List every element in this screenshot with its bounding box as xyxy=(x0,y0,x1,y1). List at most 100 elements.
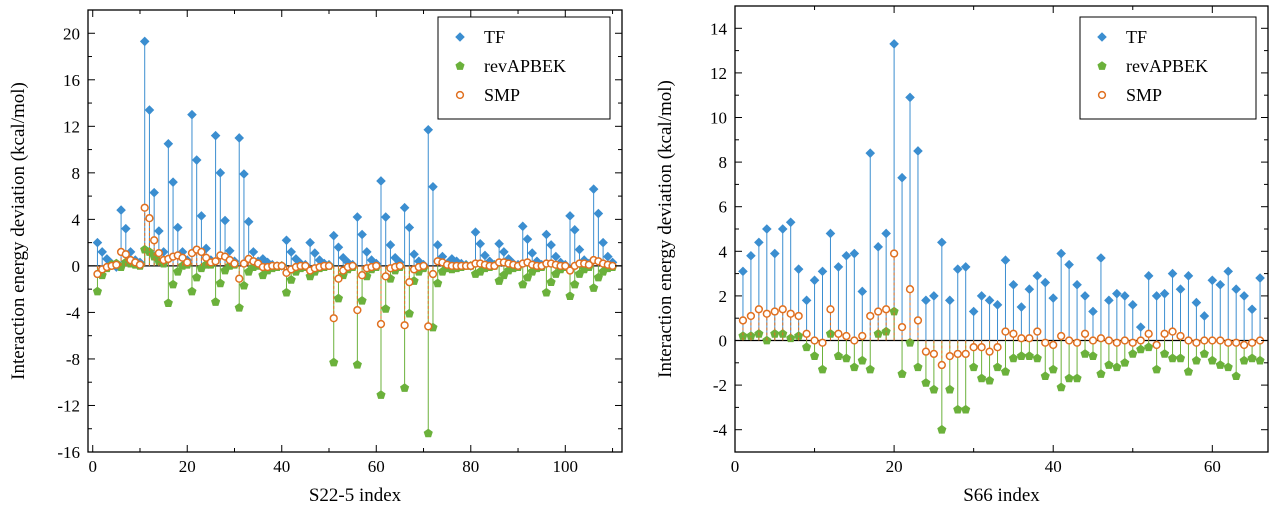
data-point xyxy=(1096,334,1106,343)
data-point xyxy=(1167,268,1178,279)
data-point xyxy=(754,305,764,314)
data-point xyxy=(977,343,986,352)
data-point xyxy=(810,336,819,345)
data-point xyxy=(1000,366,1011,376)
data-point xyxy=(546,277,556,287)
data-point xyxy=(541,229,552,240)
data-point xyxy=(517,221,528,232)
data-point xyxy=(1080,291,1090,301)
data-point xyxy=(905,285,915,294)
data-point xyxy=(352,212,363,222)
data-point xyxy=(1183,366,1194,376)
data-point xyxy=(584,260,594,269)
data-point xyxy=(746,250,756,261)
data-point xyxy=(985,375,995,385)
data-point xyxy=(969,343,978,352)
data-point xyxy=(348,261,357,271)
data-point xyxy=(192,272,202,282)
data-point xyxy=(1128,349,1138,358)
series-markers xyxy=(738,39,1265,332)
y-tick-label: 0 xyxy=(719,332,728,351)
data-point xyxy=(850,336,859,345)
data-point xyxy=(985,347,994,356)
data-point xyxy=(324,261,334,271)
data-point xyxy=(565,211,575,221)
legend-item: SMP xyxy=(1097,85,1162,105)
data-point xyxy=(357,295,367,305)
data-point xyxy=(849,248,860,259)
data-point xyxy=(802,329,811,338)
data-point xyxy=(1144,329,1153,338)
data-point xyxy=(243,216,254,227)
y-axis-title: Interaction energy deviation (kcal/mol) xyxy=(8,82,29,380)
legend-label: SMP xyxy=(484,85,520,105)
data-point xyxy=(849,362,859,372)
data-point xyxy=(494,238,504,249)
y-tick-label: -4 xyxy=(66,303,81,322)
data-point xyxy=(874,307,883,316)
data-point xyxy=(281,235,292,246)
series-markers xyxy=(92,244,618,438)
data-point xyxy=(977,373,987,383)
data-point xyxy=(399,202,410,213)
data-point xyxy=(897,322,907,332)
data-point xyxy=(881,305,891,314)
data-point xyxy=(569,225,580,235)
data-point xyxy=(1024,351,1034,360)
data-point xyxy=(770,307,779,316)
data-point xyxy=(881,228,891,239)
data-point xyxy=(433,278,443,288)
x-tick-label: 60 xyxy=(368,457,385,476)
data-point xyxy=(1120,336,1129,345)
data-point xyxy=(1088,336,1098,345)
x-tick-label: 20 xyxy=(179,457,196,476)
data-point xyxy=(961,404,971,414)
data-point xyxy=(1151,291,1162,301)
y-tick-label: 8 xyxy=(72,164,81,183)
data-point xyxy=(1208,336,1217,345)
legend-label: SMP xyxy=(1126,85,1162,105)
data-point xyxy=(333,293,344,303)
data-point xyxy=(777,224,788,234)
data-point xyxy=(1247,304,1257,315)
data-point xyxy=(1232,338,1241,347)
data-point xyxy=(1144,342,1154,352)
data-point xyxy=(1032,353,1042,363)
data-point xyxy=(475,238,486,249)
data-point xyxy=(423,428,433,438)
data-point xyxy=(1040,371,1050,381)
data-point xyxy=(404,222,415,233)
data-point xyxy=(1143,271,1154,281)
data-point xyxy=(541,287,551,297)
data-point xyxy=(921,378,931,387)
legend-marker xyxy=(455,61,465,70)
data-point xyxy=(1136,336,1145,345)
data-point xyxy=(381,272,390,281)
data-point xyxy=(277,261,286,271)
data-point xyxy=(1184,336,1193,345)
data-point xyxy=(409,249,419,260)
data-point xyxy=(801,295,812,306)
data-point xyxy=(826,305,835,314)
data-point xyxy=(1040,277,1051,288)
data-point xyxy=(1192,338,1201,347)
data-point xyxy=(211,297,221,306)
data-point xyxy=(746,331,756,340)
data-point xyxy=(1167,353,1178,363)
data-point xyxy=(865,148,876,158)
data-point xyxy=(234,302,244,312)
data-point xyxy=(754,237,764,248)
data-point xyxy=(329,357,339,367)
data-point xyxy=(235,274,244,283)
data-point xyxy=(239,280,249,290)
data-point xyxy=(953,349,962,359)
data-point xyxy=(150,236,159,245)
chart-s66: 0 20 40 60 -4 -2 0 2 4 6 8 10 12 14 S66 index Interacti… xyxy=(655,5,1269,506)
data-point xyxy=(905,92,915,103)
data-point xyxy=(785,217,796,228)
y-tick-label: 14 xyxy=(710,19,728,38)
y-axis-title: Interaction energy deviation (kcal/mol) xyxy=(655,80,676,378)
data-point xyxy=(818,338,827,347)
data-point xyxy=(1215,360,1225,369)
legend-marker xyxy=(455,32,465,42)
